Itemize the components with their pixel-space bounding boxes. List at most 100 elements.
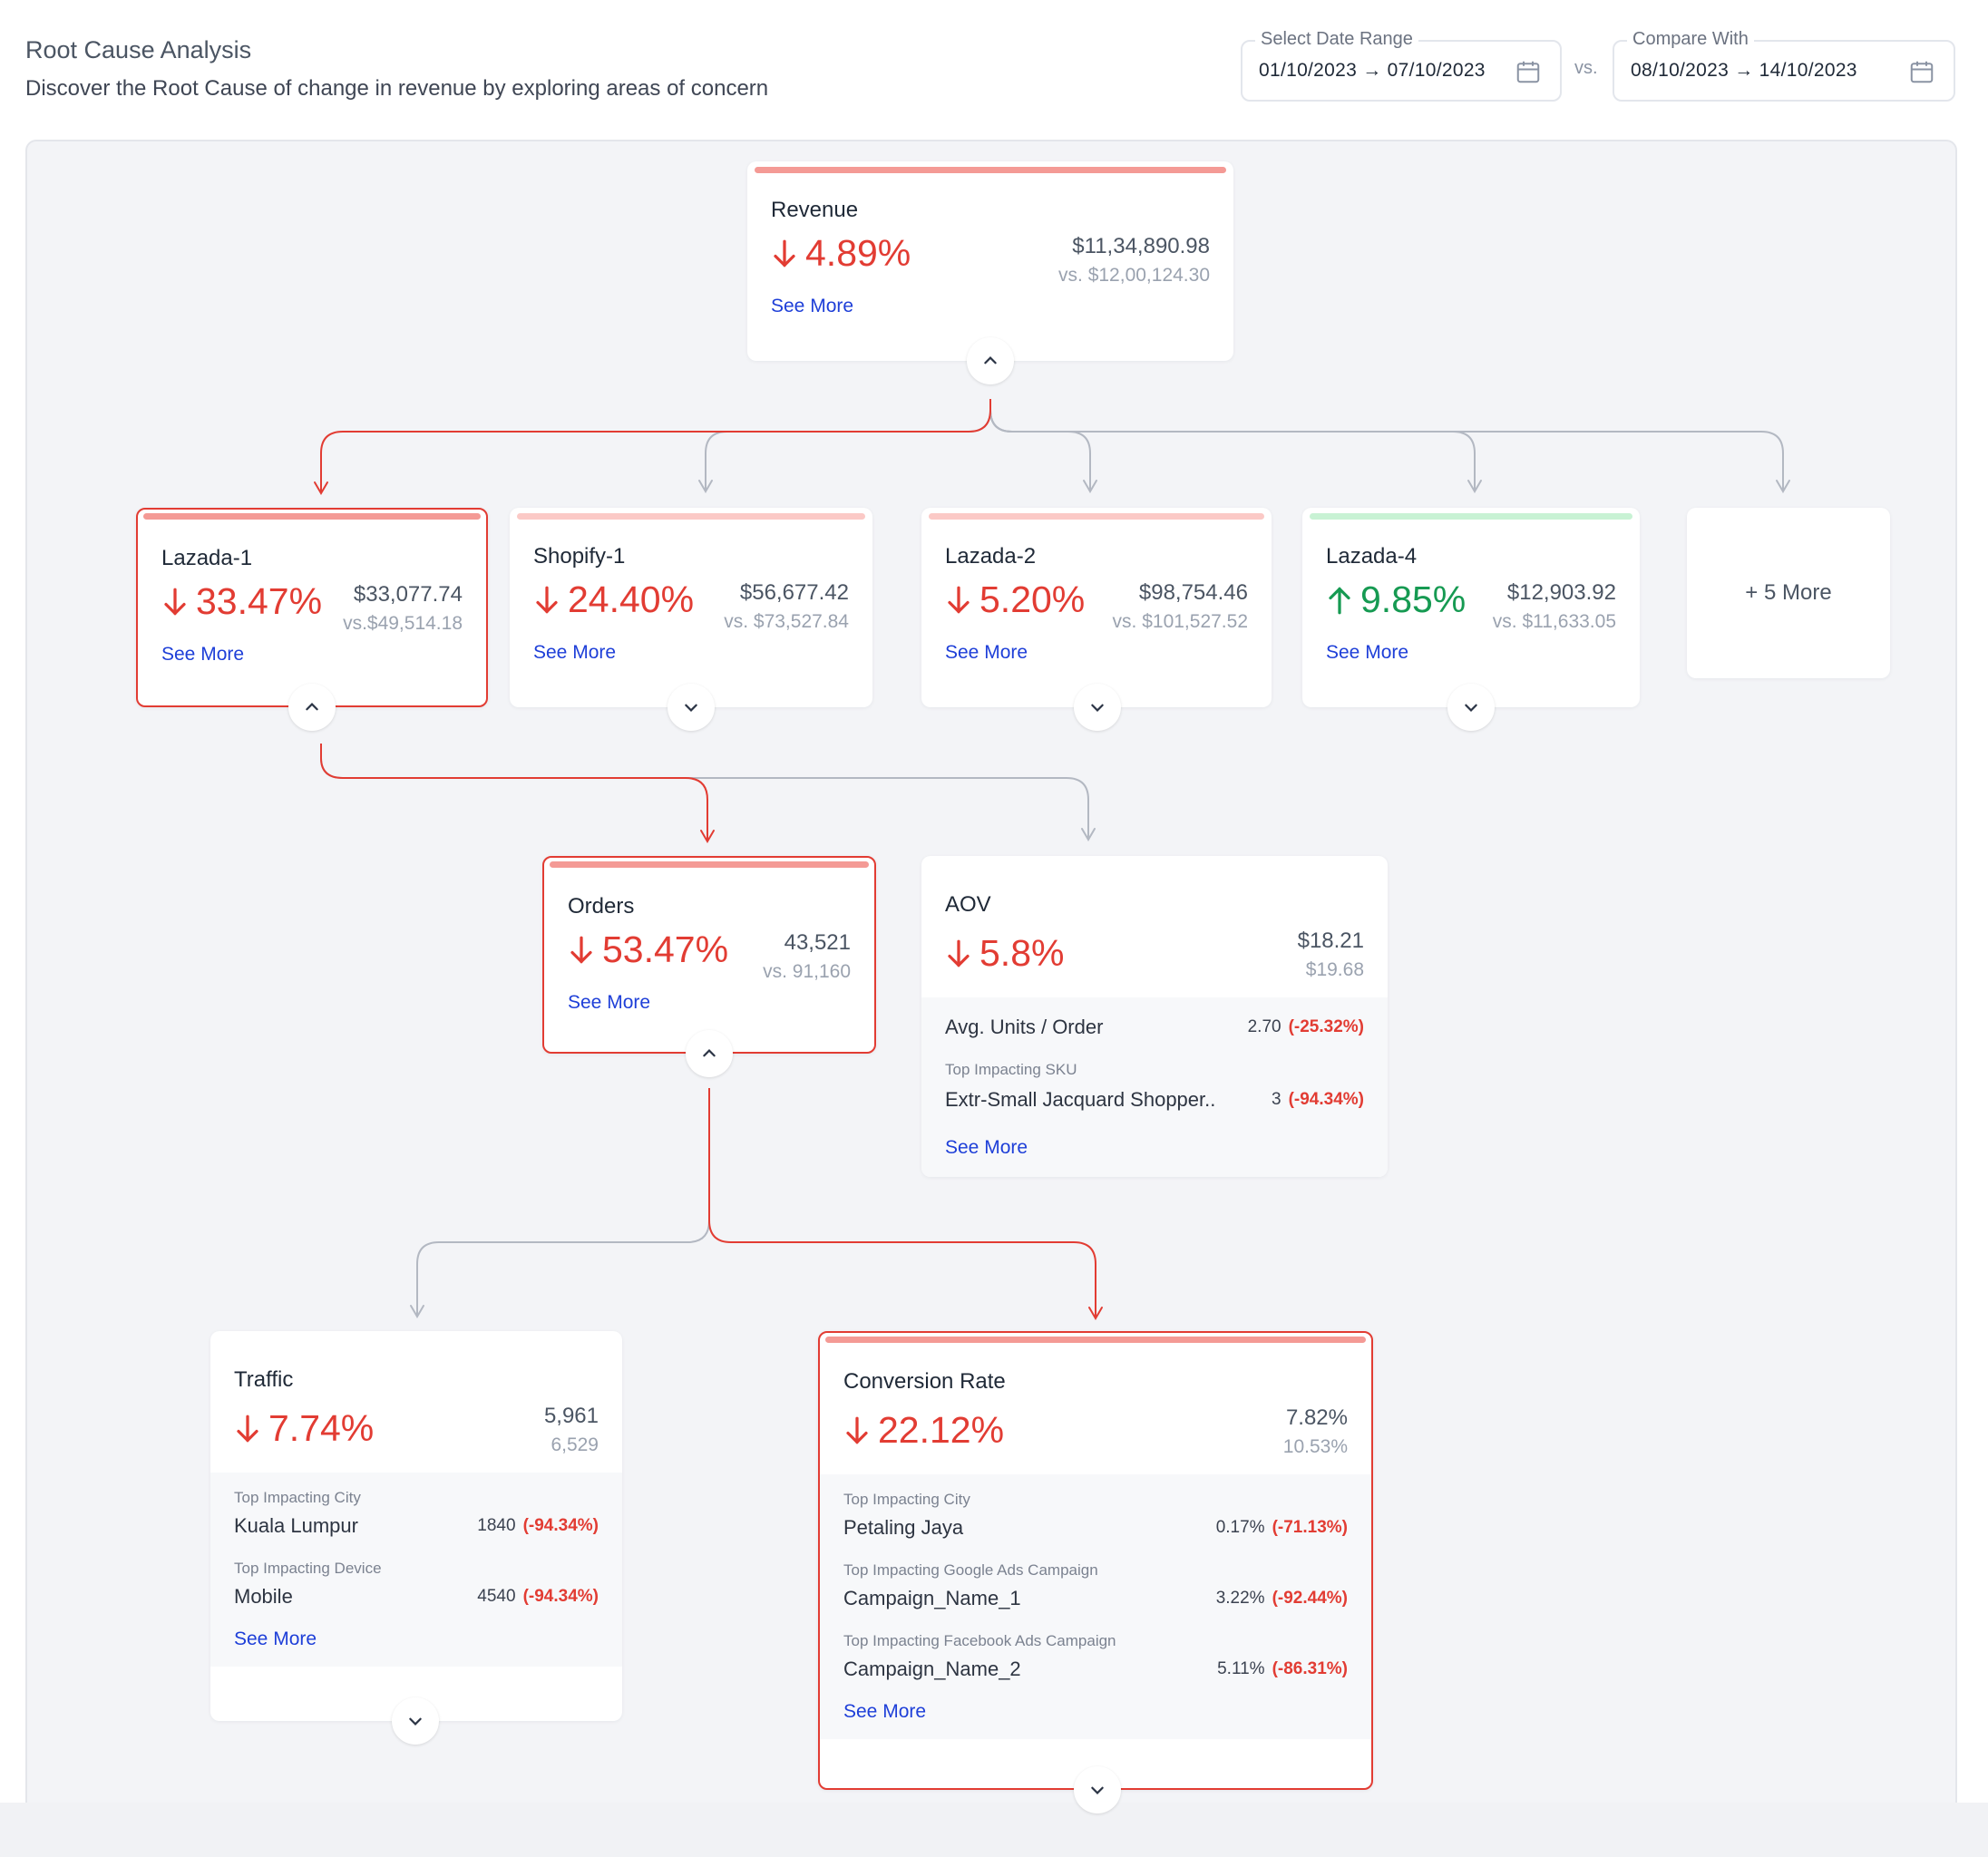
card-title: AOV xyxy=(945,892,991,917)
chevron-down-icon xyxy=(1091,704,1104,712)
arrow-down-icon xyxy=(948,939,970,967)
detail-caption: Top Impacting Device xyxy=(234,1560,382,1577)
compare-value: vs.$49,514.18 xyxy=(343,613,463,634)
compare-with-label: Compare With xyxy=(1627,29,1754,50)
detail-value: 3.22% (-92.44%) xyxy=(1215,1589,1348,1608)
current-value: 43,521 xyxy=(784,930,851,955)
see-more-link[interactable]: See More xyxy=(1326,642,1409,663)
detail-value: 5.11% (-86.31%) xyxy=(1217,1659,1348,1678)
change-percent-value: 24.40% xyxy=(568,578,695,620)
change-percent-value: 7.74% xyxy=(268,1407,375,1449)
see-more-link[interactable]: See More xyxy=(945,642,1028,663)
detail-caption: Top Impacting Facebook Ads Campaign xyxy=(843,1632,1116,1649)
revenue-card[interactable]: Revenue 4.89% $11,34,890.98 vs. $12,00,1… xyxy=(747,161,1233,361)
detail-label: Mobile xyxy=(234,1585,293,1608)
change-percent-value: 22.12% xyxy=(878,1409,1005,1451)
lazada-1-card[interactable]: Lazada-1 33.47% $33,077.74 vs.$49,514.18… xyxy=(136,508,488,707)
arrow-up-icon xyxy=(1329,586,1350,614)
conversion-details: Top Impacting City Petaling Jaya 0.17% (-… xyxy=(820,1474,1371,1739)
collapse-revenue-button[interactable] xyxy=(967,337,1014,384)
chevron-up-icon xyxy=(306,703,318,711)
status-bar xyxy=(517,513,865,520)
chevron-down-icon xyxy=(1465,704,1477,712)
lazada-4-card[interactable]: Lazada-4 9.85% $12,903.92 vs. $11,633.05… xyxy=(1302,508,1640,707)
expand-lazada-2-button[interactable] xyxy=(1074,684,1121,731)
see-more-link[interactable]: See More xyxy=(843,1701,927,1722)
collapse-orders-button[interactable] xyxy=(686,1030,733,1077)
aov-card[interactable]: AOV 5.8% $18.21 $19.68 Avg. Units / Orde… xyxy=(921,856,1388,1177)
orders-card[interactable]: Orders 53.47% 43,521 vs. 91,160 See More xyxy=(542,856,876,1054)
see-more-link[interactable]: See More xyxy=(771,296,854,316)
compare-range-value[interactable]: 08/10/2023 → 14/10/2023 xyxy=(1631,60,1857,81)
compare-value: 10.53% xyxy=(1282,1436,1348,1457)
detail-label: Avg. Units / Order xyxy=(945,1016,1104,1038)
detail-caption: Top Impacting Google Ads Campaign xyxy=(843,1561,1098,1579)
shopify-1-card[interactable]: Shopify-1 24.40% $56,677.42 vs. $73,527.… xyxy=(510,508,872,707)
see-more-link[interactable]: See More xyxy=(568,992,651,1013)
current-value: $12,903.92 xyxy=(1506,580,1616,605)
compare-value: vs. $11,633.05 xyxy=(1492,611,1616,632)
aov-details: Avg. Units / Order 2.70 (-25.32%) Top Imp… xyxy=(921,997,1388,1177)
date-range-label: Select Date Range xyxy=(1255,29,1418,50)
more-channels-button[interactable]: + 5 More xyxy=(1687,508,1890,678)
change-percent-value: 33.47% xyxy=(196,580,323,622)
bottom-strip xyxy=(0,1803,1988,1857)
current-value: $33,077.74 xyxy=(353,582,463,607)
calendar-icon[interactable] xyxy=(1515,58,1542,85)
chevron-up-icon xyxy=(984,356,997,365)
compare-value: vs. $73,527.84 xyxy=(724,611,849,632)
status-bar xyxy=(755,167,1226,173)
calendar-icon[interactable] xyxy=(1908,58,1935,85)
compare-value: vs. $12,00,124.30 xyxy=(1058,265,1210,286)
see-more-link[interactable]: See More xyxy=(234,1629,317,1649)
change-percent: 5.8% xyxy=(945,932,1064,975)
status-bar xyxy=(143,513,481,520)
change-percent-value: 5.8% xyxy=(979,932,1065,974)
change-percent-value: 9.85% xyxy=(1360,578,1467,620)
card-title: Orders xyxy=(568,894,635,919)
current-value: $11,34,890.98 xyxy=(1072,234,1210,258)
expand-shopify-1-button[interactable] xyxy=(668,684,715,731)
expand-traffic-button[interactable] xyxy=(392,1697,439,1745)
compare-value: $19.68 xyxy=(1305,959,1364,980)
see-more-link[interactable]: See More xyxy=(945,1137,1028,1158)
see-more-link[interactable]: See More xyxy=(533,642,617,663)
chevron-up-icon xyxy=(703,1049,716,1057)
conversion-rate-card[interactable]: Conversion Rate 22.12% 7.82% 10.53% Top … xyxy=(818,1331,1373,1790)
arrow-down-icon xyxy=(948,586,970,614)
change-percent: 22.12% xyxy=(843,1409,1004,1452)
detail-value: 3 (-94.34%) xyxy=(1272,1090,1364,1109)
current-value: 5,961 xyxy=(543,1404,599,1428)
collapse-lazada-1-button[interactable] xyxy=(288,684,336,731)
detail-label: Campaign_Name_1 xyxy=(843,1587,1021,1609)
compare-value: vs. $101,527.52 xyxy=(1112,611,1248,632)
status-bar xyxy=(929,513,1264,520)
detail-value: 1840 (-94.34%) xyxy=(477,1516,599,1535)
detail-value: 0.17% (-71.13%) xyxy=(1215,1518,1348,1537)
chevron-down-icon xyxy=(409,1717,422,1726)
status-bar xyxy=(1310,513,1632,520)
change-percent: 4.89% xyxy=(771,232,911,275)
see-more-link[interactable]: See More xyxy=(161,644,245,665)
status-bar xyxy=(825,1337,1366,1343)
page-title: Root Cause Analysis xyxy=(25,36,252,63)
card-title: Revenue xyxy=(771,198,859,222)
expand-lazada-4-button[interactable] xyxy=(1447,684,1495,731)
change-percent-value: 5.20% xyxy=(979,578,1086,620)
traffic-card[interactable]: Traffic 7.74% 5,961 6,529 Top Impacting … xyxy=(210,1331,622,1721)
current-value: $18.21 xyxy=(1297,928,1364,953)
change-percent-value: 4.89% xyxy=(805,232,911,274)
current-value: $98,754.46 xyxy=(1138,580,1248,605)
vs-label: vs. xyxy=(1574,58,1598,78)
traffic-details: Top Impacting City Kuala Lumpur 1840 (-94… xyxy=(210,1473,622,1667)
detail-caption: Top Impacting City xyxy=(843,1491,970,1508)
arrow-down-icon xyxy=(774,239,795,267)
page-subtitle: Discover the Root Cause of change in rev… xyxy=(25,76,769,101)
card-title: Lazada-4 xyxy=(1326,544,1418,569)
lazada-2-card[interactable]: Lazada-2 5.20% $98,754.46 vs. $101,527.5… xyxy=(921,508,1272,707)
date-range-value[interactable]: 01/10/2023 → 07/10/2023 xyxy=(1259,60,1486,81)
expand-conversion-rate-button[interactable] xyxy=(1074,1766,1121,1813)
detail-label: Kuala Lumpur xyxy=(234,1514,358,1537)
date-range-picker[interactable]: Select Date Range 01/10/2023 → 07/10/202… xyxy=(1241,29,1562,102)
compare-date-picker[interactable]: Compare With 08/10/2023 → 14/10/2023 xyxy=(1613,29,1955,102)
